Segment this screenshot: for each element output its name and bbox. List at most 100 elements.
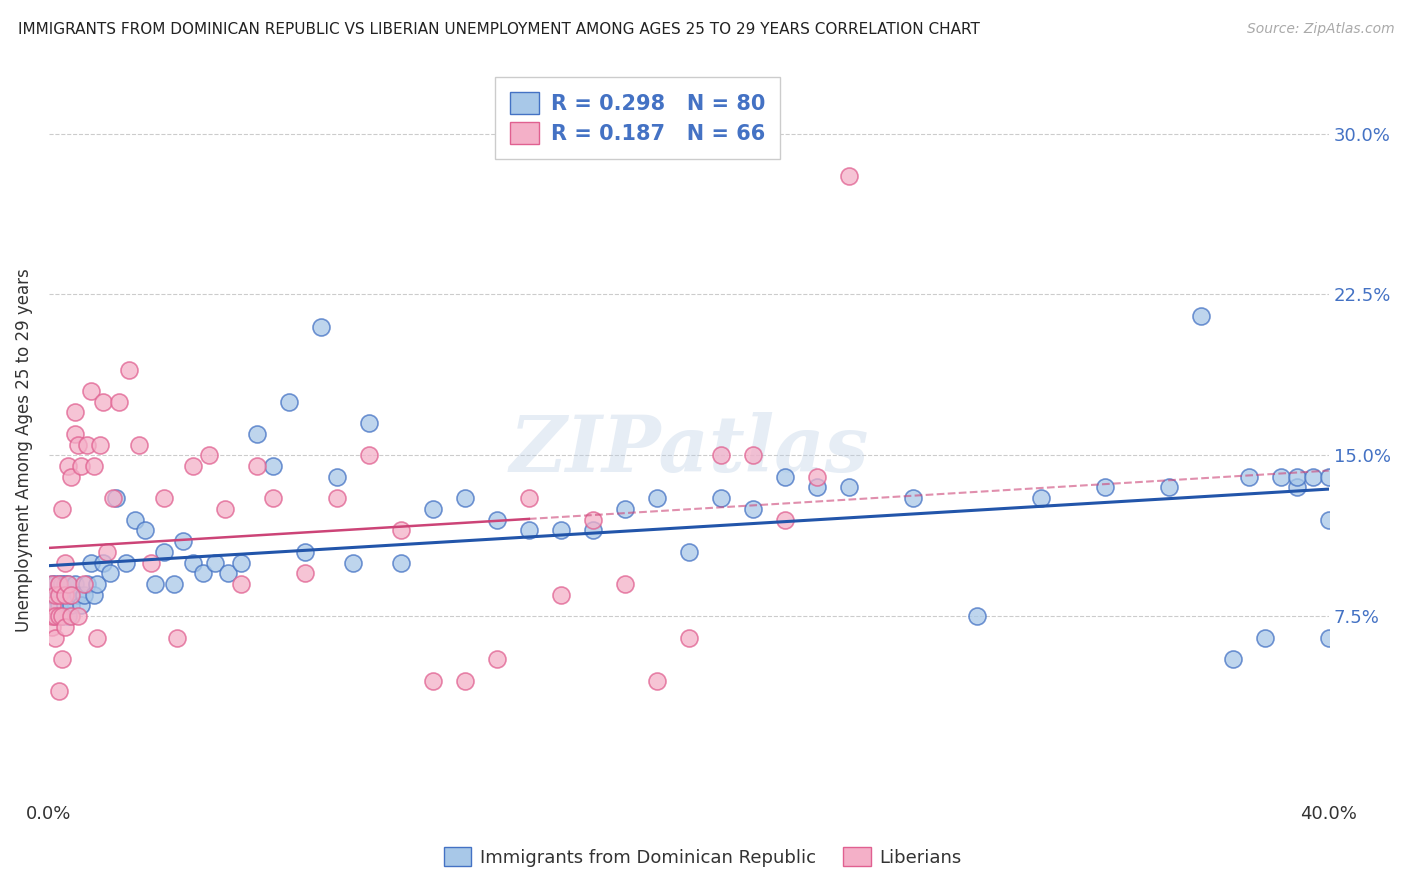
Point [582, 513, 605, 527]
Point [76, 577, 98, 591]
Point [191, 566, 214, 581]
Point [41, 620, 63, 634]
Point [44, 609, 66, 624]
Point [1189, 309, 1212, 323]
Text: Source: ZipAtlas.com: Source: ZipAtlas.com [1247, 22, 1395, 37]
Point [41, 588, 63, 602]
Point [838, 481, 860, 495]
Point [89, 437, 111, 451]
Point [60, 588, 83, 602]
Point [44, 609, 66, 624]
Point [56, 577, 79, 591]
Point [550, 588, 572, 602]
Point [66, 588, 89, 602]
Point [66, 437, 89, 451]
Point [44, 588, 66, 602]
Point [53, 599, 76, 613]
Point [357, 448, 380, 462]
Point [342, 556, 364, 570]
Point [48, 577, 70, 591]
Point [141, 556, 163, 570]
Point [389, 556, 412, 570]
Point [1285, 469, 1308, 483]
Point [63, 426, 86, 441]
Point [51, 652, 73, 666]
Point [153, 491, 176, 506]
Point [217, 566, 239, 581]
Point [229, 577, 252, 591]
Point [1029, 491, 1052, 506]
Point [645, 491, 668, 506]
Point [1254, 631, 1277, 645]
Point [51, 577, 73, 591]
Point [98, 566, 121, 581]
Point [246, 458, 269, 473]
Point [76, 437, 98, 451]
Point [613, 577, 636, 591]
Point [143, 577, 166, 591]
Point [48, 609, 70, 624]
Point [1270, 469, 1292, 483]
Point [48, 684, 70, 698]
Point [262, 458, 284, 473]
Point [83, 588, 105, 602]
Point [51, 609, 73, 624]
Point [294, 566, 316, 581]
Point [454, 673, 477, 688]
Point [79, 384, 101, 398]
Point [710, 491, 733, 506]
Point [1094, 481, 1116, 495]
Point [422, 673, 444, 688]
Point [48, 577, 70, 591]
Point [357, 416, 380, 430]
Point [678, 631, 700, 645]
Point [517, 524, 540, 538]
Point [422, 502, 444, 516]
Point [79, 556, 101, 570]
Point [181, 458, 204, 473]
Point [124, 513, 146, 527]
Point [1222, 652, 1244, 666]
Point [53, 577, 76, 591]
Point [56, 609, 79, 624]
Point [454, 491, 477, 506]
Point [901, 491, 924, 506]
Point [101, 491, 124, 506]
Legend: Immigrants from Dominican Republic, Liberians: Immigrants from Dominican Republic, Libe… [437, 840, 969, 874]
Point [53, 620, 76, 634]
Point [198, 448, 221, 462]
Point [63, 405, 86, 419]
Point [86, 631, 108, 645]
Point [44, 588, 66, 602]
Point [294, 545, 316, 559]
Point [70, 458, 93, 473]
Point [229, 556, 252, 570]
Point [93, 394, 115, 409]
Point [166, 631, 188, 645]
Point [60, 599, 83, 613]
Point [41, 577, 63, 591]
Point [134, 524, 156, 538]
Point [51, 502, 73, 516]
Point [60, 609, 83, 624]
Point [118, 362, 141, 376]
Point [108, 394, 131, 409]
Point [710, 448, 733, 462]
Point [773, 469, 796, 483]
Point [326, 491, 349, 506]
Point [1157, 481, 1180, 495]
Point [1302, 469, 1324, 483]
Point [93, 556, 115, 570]
Point [1317, 513, 1340, 527]
Point [550, 524, 572, 538]
Point [70, 599, 93, 613]
Text: ZIPatlas: ZIPatlas [509, 412, 869, 488]
Point [741, 448, 763, 462]
Point [53, 588, 76, 602]
Point [741, 502, 763, 516]
Y-axis label: Unemployment Among Ages 25 to 29 years: Unemployment Among Ages 25 to 29 years [15, 268, 32, 632]
Point [48, 588, 70, 602]
Point [1285, 481, 1308, 495]
Point [645, 673, 668, 688]
Text: IMMIGRANTS FROM DOMINICAN REPUBLIC VS LIBERIAN UNEMPLOYMENT AMONG AGES 25 TO 29 : IMMIGRANTS FROM DOMINICAN REPUBLIC VS LI… [18, 22, 980, 37]
